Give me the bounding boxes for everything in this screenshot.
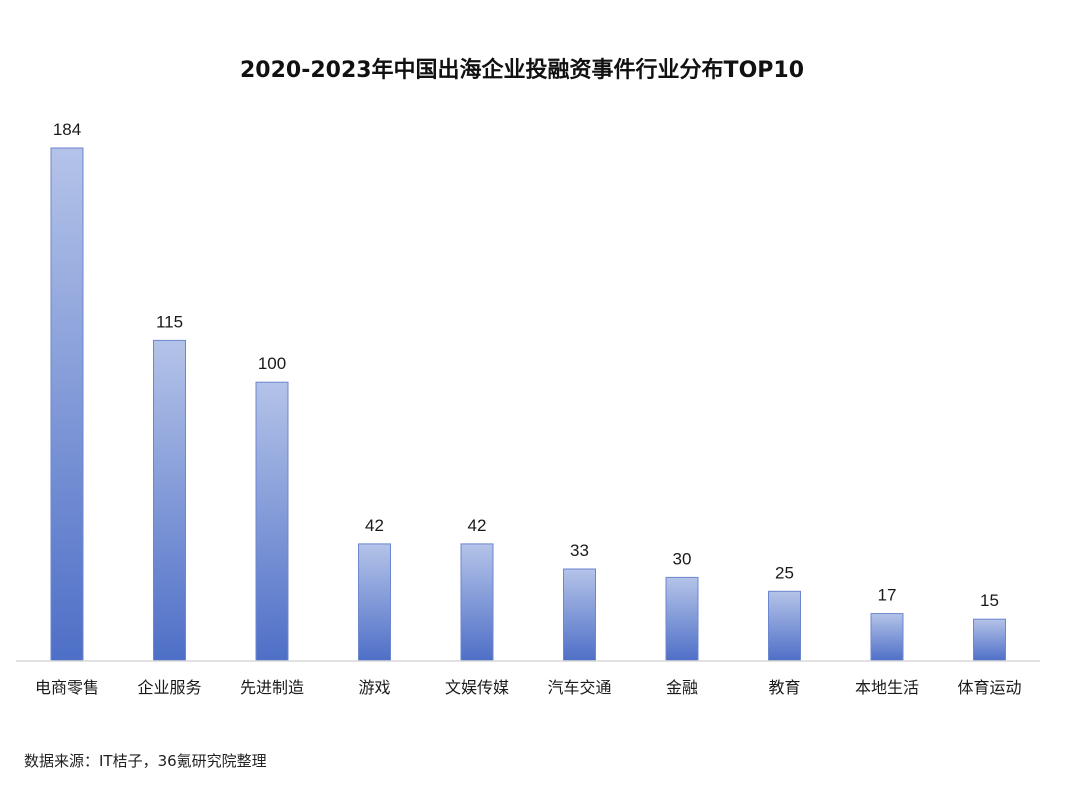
bar-8: [768, 590, 801, 662]
category-label-1: 电商零售: [35, 678, 99, 697]
value-label-7: 30: [673, 549, 692, 568]
bar-9: [870, 613, 904, 662]
category-label-5: 文娱传媒: [445, 678, 509, 697]
bar-7: [665, 576, 699, 662]
source-note: 数据来源：IT桔子，36氪研究院整理: [24, 752, 267, 770]
bars-layer: 184 电商零售 115 企业服务 100 先进制造 42 游戏 42 文娱传媒 33 汽车交通 30 金…: [35, 120, 1022, 697]
bar-3: [255, 381, 289, 662]
value-label-10: 15: [980, 591, 999, 610]
value-label-3: 100: [258, 354, 286, 373]
category-label-9: 本地生活: [855, 678, 919, 697]
category-label-10: 体育运动: [957, 678, 1021, 697]
value-label-2: 115: [156, 312, 183, 331]
chart-title: 2020-2023年中国出海企业投融资事件行业分布TOP10: [240, 57, 804, 83]
bar-2: [153, 339, 186, 662]
category-label-2: 企业服务: [137, 678, 201, 697]
value-label-9: 17: [878, 586, 897, 605]
category-label-4: 游戏: [358, 678, 390, 697]
value-label-1: 184: [53, 120, 81, 139]
bar-4: [358, 543, 391, 662]
category-label-7: 金融: [666, 678, 698, 697]
value-label-6: 33: [570, 541, 589, 560]
category-label-8: 教育: [768, 678, 800, 697]
bar-5: [460, 543, 494, 662]
category-label-3: 先进制造: [240, 678, 304, 697]
bar-10: [973, 618, 1006, 662]
category-label-6: 汽车交通: [547, 678, 611, 697]
value-label-4: 42: [365, 516, 384, 535]
bar-6: [563, 568, 596, 662]
bar-1: [50, 147, 84, 662]
value-label-8: 25: [775, 563, 794, 582]
value-label-5: 42: [468, 516, 487, 535]
